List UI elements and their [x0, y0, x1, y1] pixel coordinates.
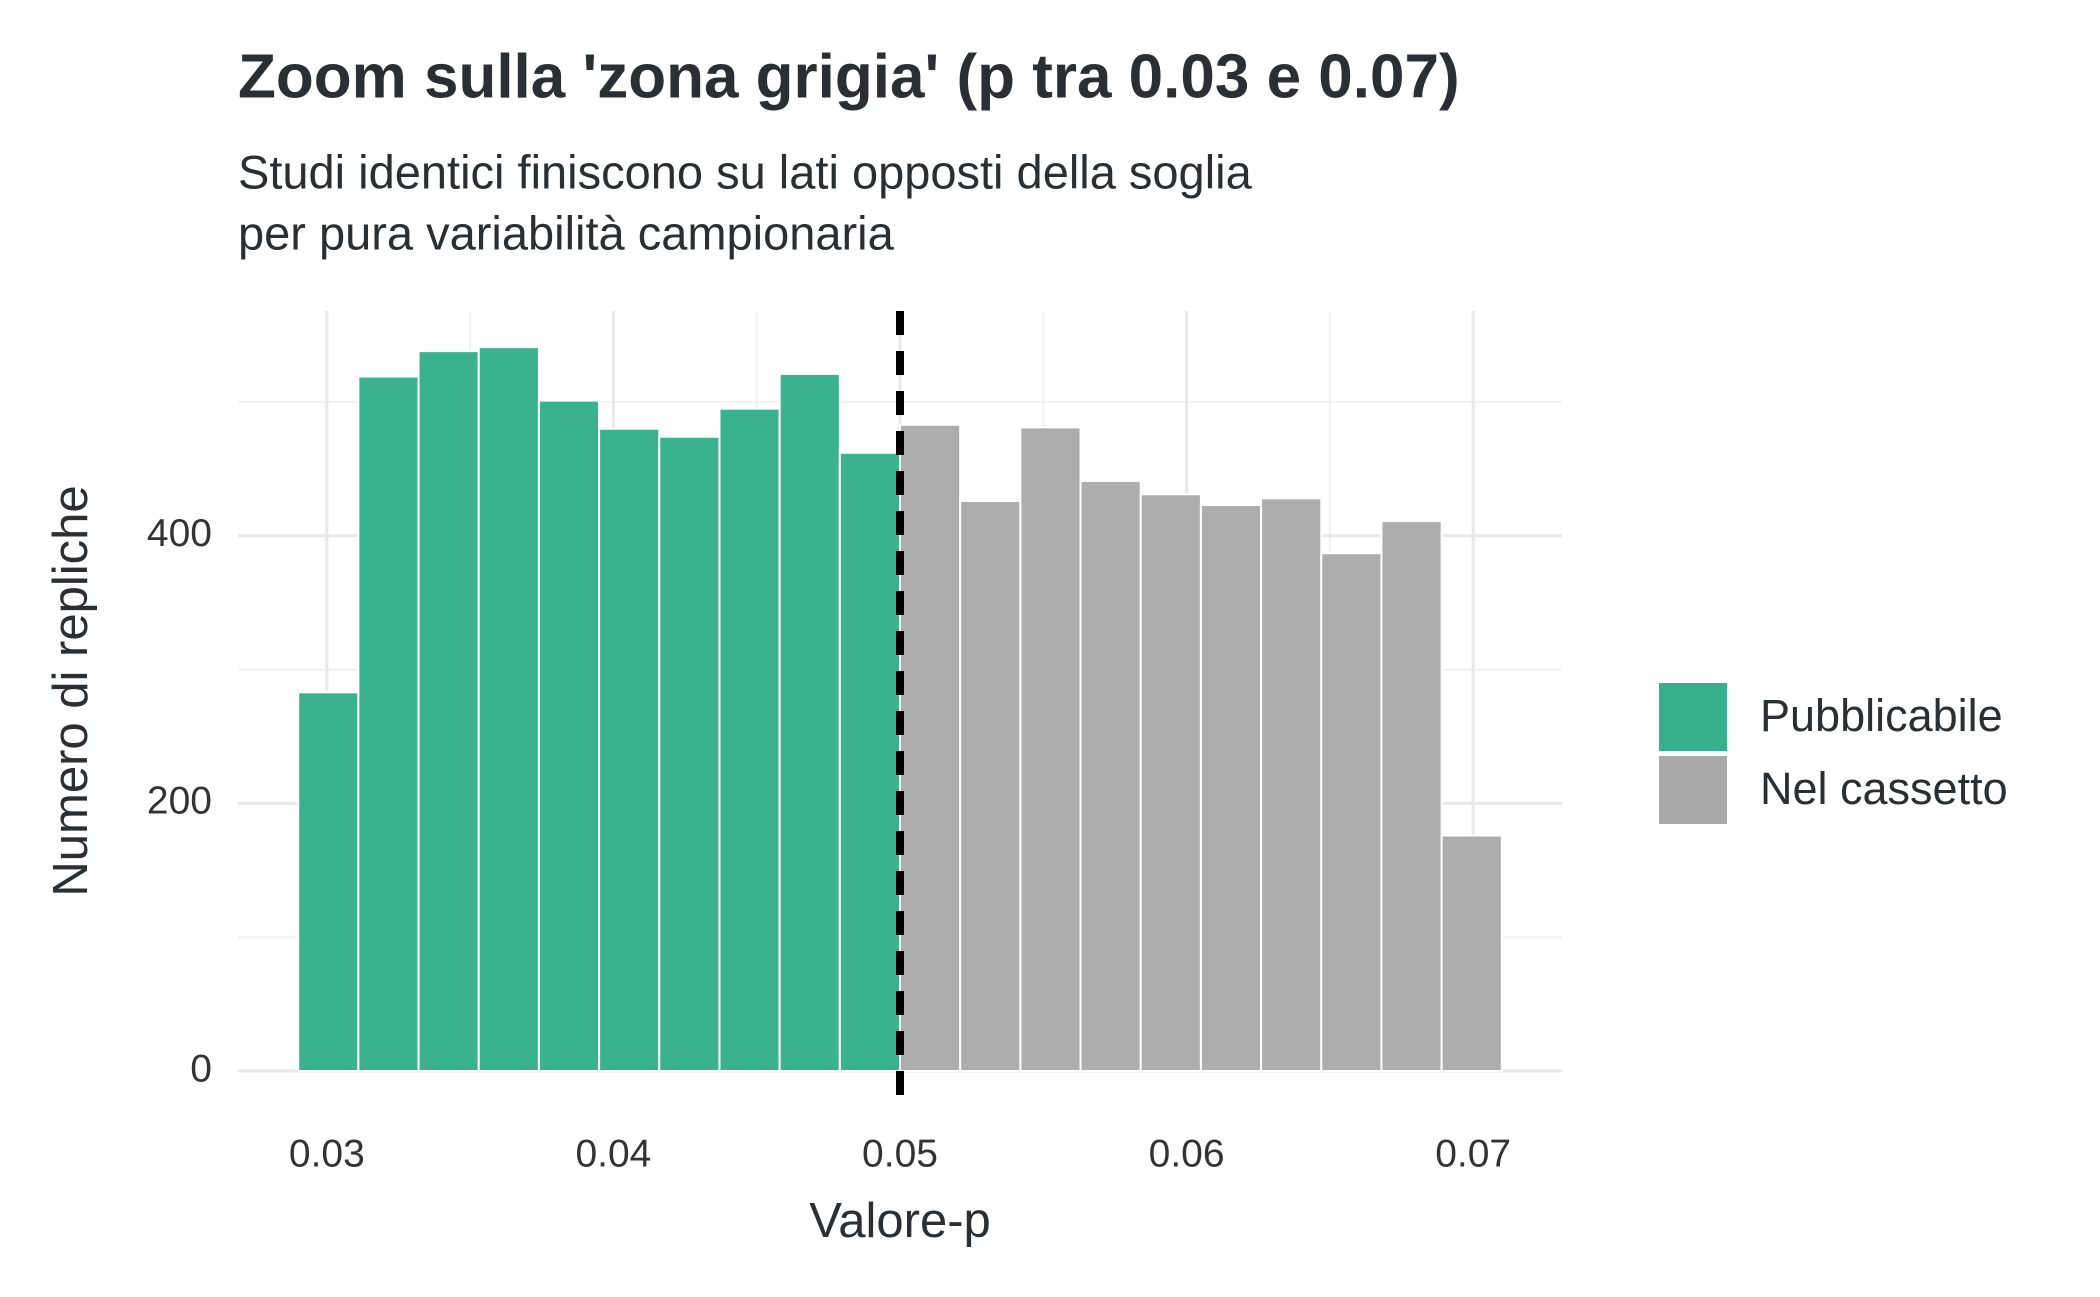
bar	[537, 399, 601, 1072]
bar	[658, 435, 721, 1072]
bar	[899, 423, 962, 1072]
legend-label: Pubblicabile	[1760, 690, 2003, 741]
bar	[1199, 504, 1263, 1072]
bar	[1320, 552, 1383, 1072]
bar	[959, 500, 1022, 1072]
y-tick-label: 0	[190, 1047, 212, 1090]
bar	[718, 407, 781, 1072]
legend-key	[1659, 756, 1727, 824]
y-axis-title: Numero di repliche	[44, 485, 98, 896]
bar	[778, 372, 841, 1072]
bar	[1260, 497, 1323, 1073]
x-tick-label: 0.05	[862, 1132, 938, 1175]
bar	[1440, 834, 1503, 1072]
bar	[838, 451, 901, 1072]
bar	[297, 691, 360, 1072]
x-tick-label: 0.07	[1435, 1132, 1511, 1175]
legend-key	[1659, 683, 1727, 751]
bar	[598, 427, 661, 1073]
x-tick-label: 0.04	[575, 1132, 651, 1175]
chart-title: Zoom sulla 'zona grigia' (p tra 0.03 e 0…	[238, 42, 1460, 111]
y-tick-label: 200	[147, 780, 212, 823]
x-axis-title: Valore-p	[809, 1194, 991, 1248]
bar	[477, 346, 540, 1072]
bar	[1079, 479, 1142, 1072]
x-tick-label: 0.06	[1149, 1132, 1225, 1175]
bar	[417, 350, 480, 1072]
bar	[1139, 493, 1202, 1072]
bar	[1380, 520, 1443, 1072]
bar	[357, 375, 420, 1073]
bars	[297, 346, 1503, 1073]
y-tick-label: 400	[147, 512, 212, 555]
legend-label: Nel cassetto	[1760, 763, 2008, 814]
x-tick-label: 0.03	[289, 1132, 365, 1175]
bar	[1019, 426, 1082, 1072]
chart-subtitle: Studi identici finiscono su lati opposti…	[238, 145, 1253, 198]
chart-subtitle: per pura variabilità campionaria	[238, 206, 895, 259]
legend: Pubblicabile Nel cassetto	[1659, 683, 2008, 824]
